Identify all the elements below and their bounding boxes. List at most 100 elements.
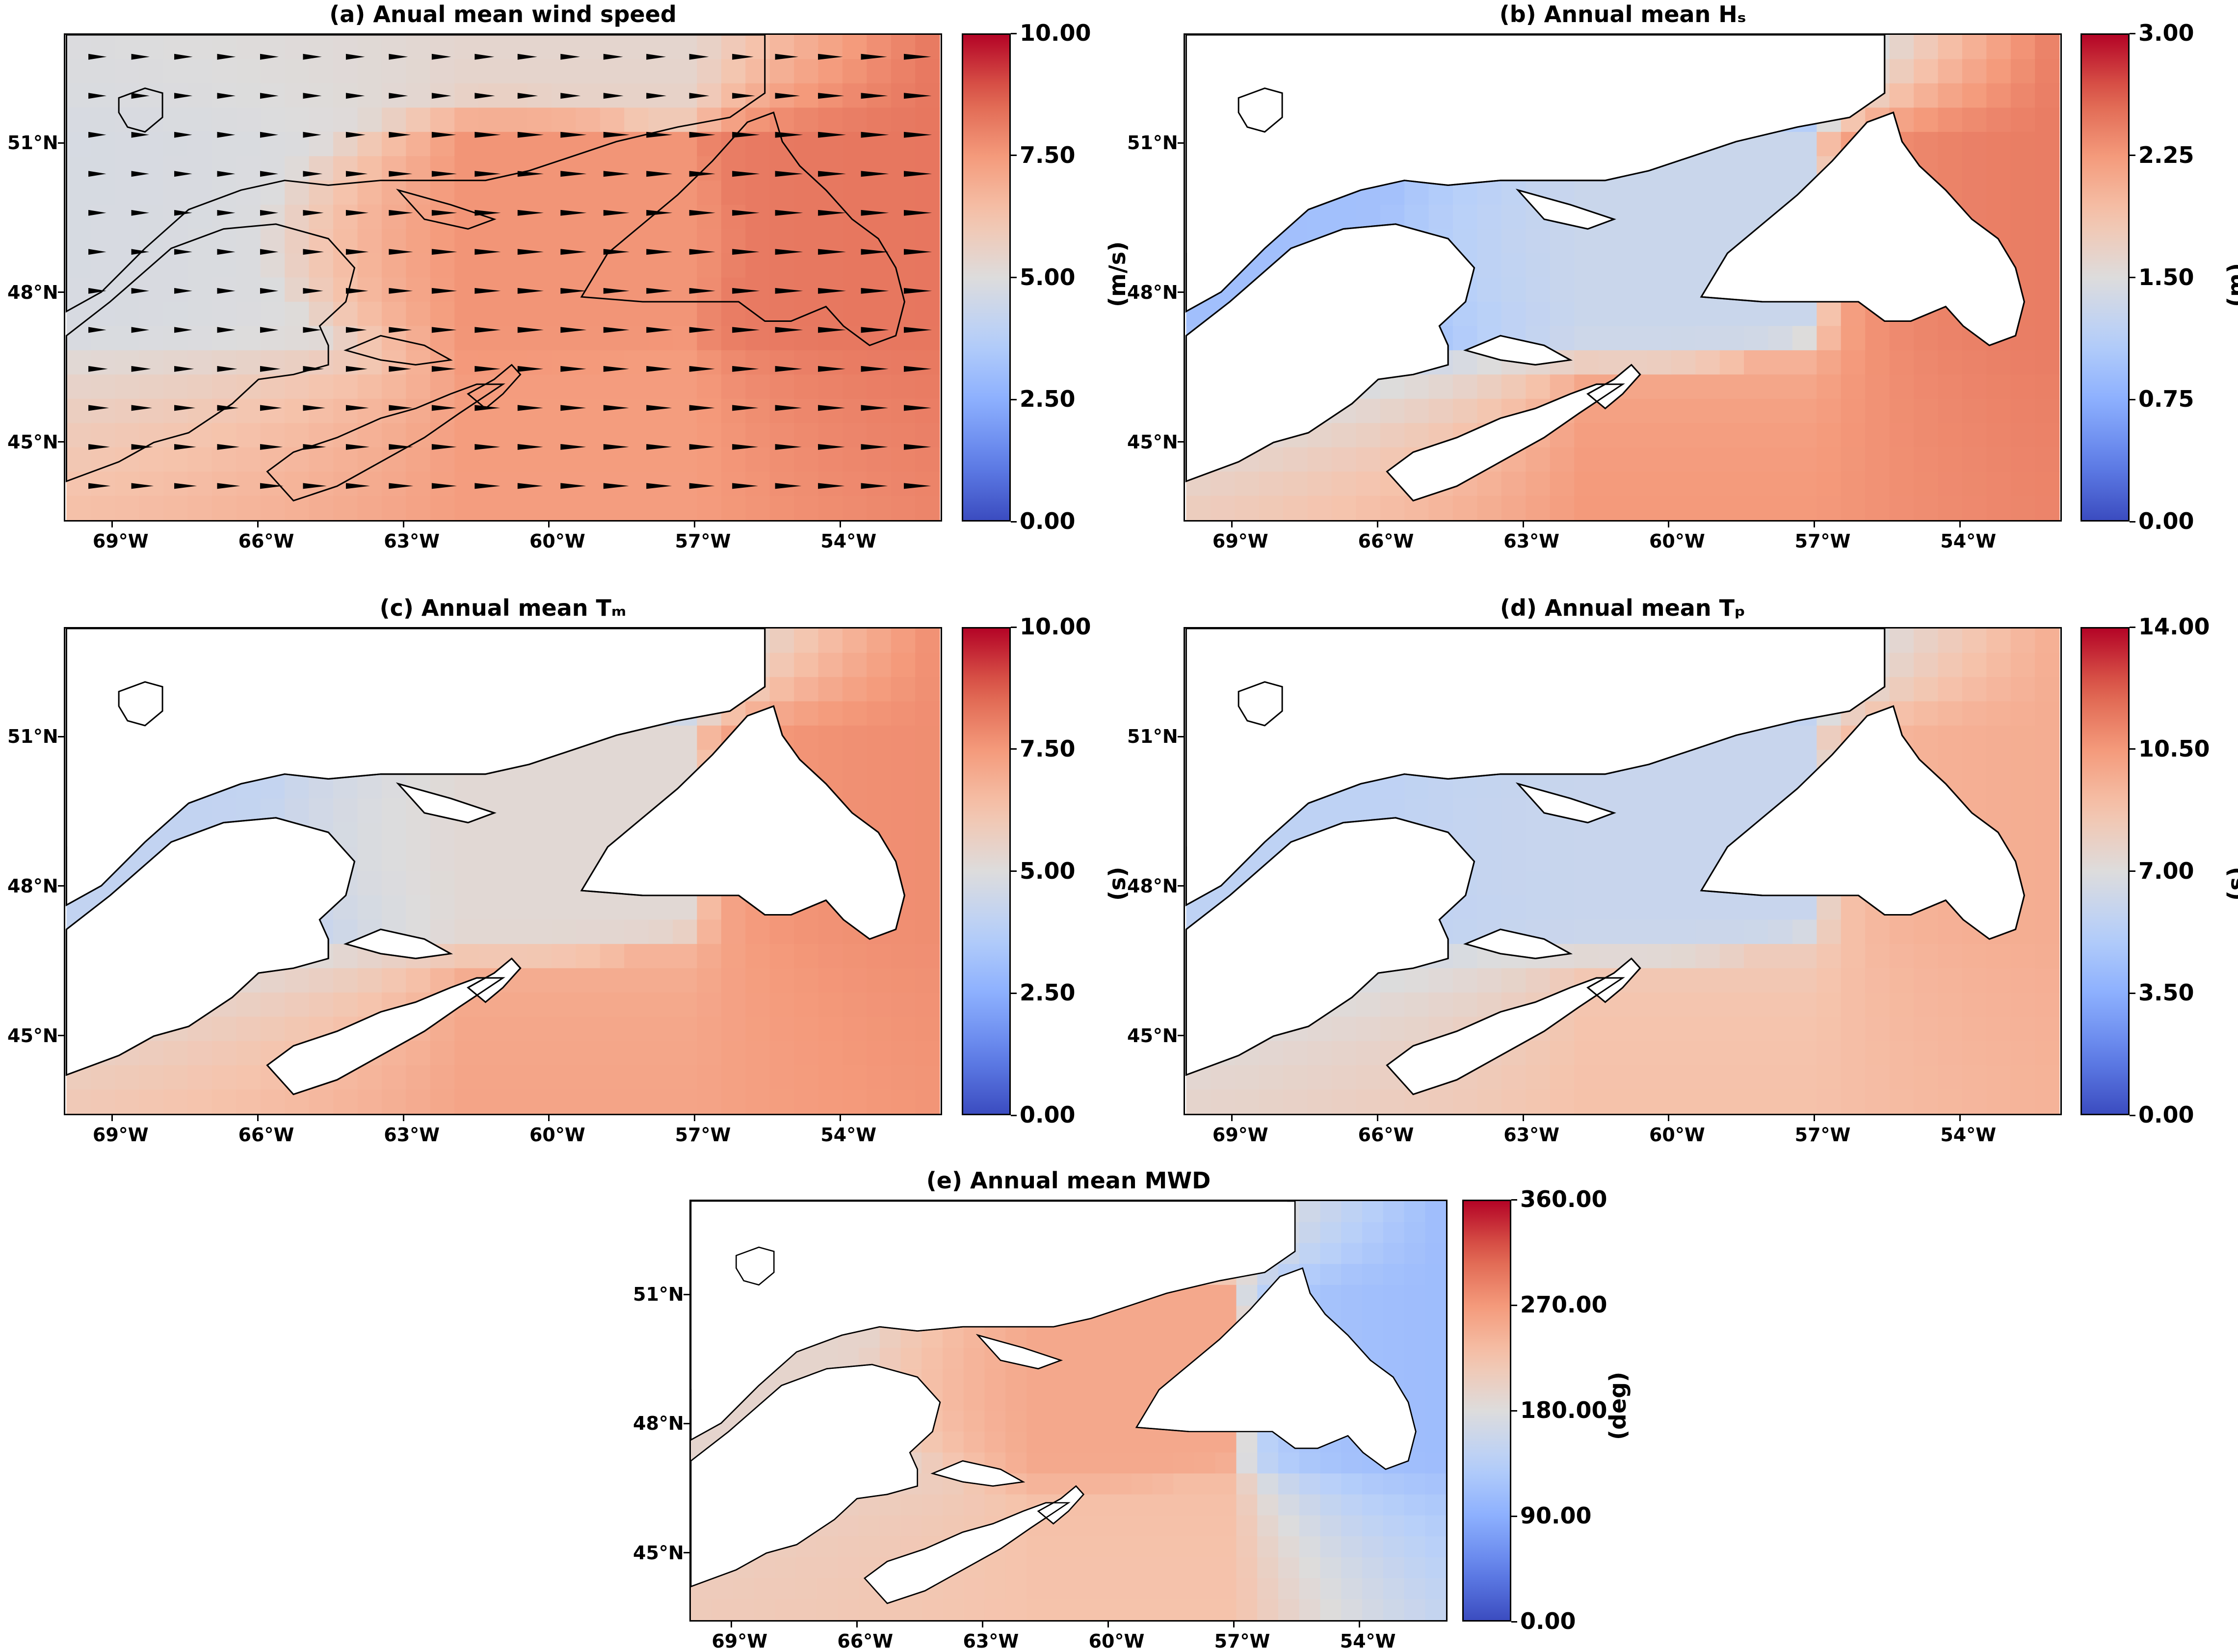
field-cell [66,35,91,60]
wind-arrow [217,171,236,177]
field-cell [1236,1536,1258,1558]
wind-arrow [431,131,456,138]
field-cell [1841,895,1866,920]
field-cell [2010,944,2036,969]
field-cell [1574,1089,1599,1114]
field-cell [1257,1557,1279,1579]
field-cell [90,423,116,448]
field-cell [115,374,140,399]
coastline-outline [467,957,522,1003]
field-cell [1526,301,1551,327]
wind-arrow [431,171,457,177]
field-cell [1404,1285,1426,1307]
field-cell [1744,423,1769,448]
field-cell [697,253,722,278]
field-cell [842,423,868,448]
field-cell [1236,1431,1258,1453]
field-cell [624,919,649,944]
field-cell [236,472,261,497]
field-cell [1501,1089,1527,1114]
lon-tick-label: 57°W [675,1124,731,1146]
field-cell [430,374,455,399]
field-cell [527,229,552,254]
field-cell [478,107,503,132]
field-cell [527,968,552,993]
field-cell [818,629,843,654]
field-cell [163,301,188,327]
field-cell [1623,301,1648,327]
field-cell [1320,1285,1342,1307]
field-cell [1962,1089,1987,1114]
wind-arrow [345,131,366,138]
field-cell [357,107,382,132]
field-cell [915,107,940,132]
field-cell [1719,1065,1745,1090]
wind-arrow [646,53,666,60]
field-cell [842,374,868,399]
wind-arrow [131,405,153,411]
field-cell [1671,496,1696,520]
field-cell [745,447,770,472]
field-cell [357,798,382,823]
field-cell [1501,847,1527,872]
field-cell [333,496,358,520]
field-cell [1962,156,1987,181]
field-cell [309,156,334,181]
field-cell [842,253,868,278]
field-cell [139,1065,164,1090]
field-cell [1215,1536,1237,1558]
field-cell [2035,277,2060,302]
wind-arrow [431,483,457,489]
field-cell [794,107,819,132]
field-cell [2035,1017,2060,1042]
field-cell [648,180,673,206]
wind-arrow [689,366,715,372]
field-cell [211,350,237,375]
field-cell [1027,1557,1048,1579]
field-cell [721,1065,746,1090]
field-cell [697,350,722,375]
field-cell [527,944,552,969]
field-cell [867,253,892,278]
field-cell [551,919,577,944]
land-mask [691,1201,1288,1390]
field-cell [309,350,334,375]
wind-arrow [603,93,624,99]
field-cell [1695,968,1720,993]
lon-tick-label: 57°W [675,530,731,552]
field-cell [1452,350,1478,375]
field-cell [1719,350,1745,375]
field-cell [406,83,431,108]
field-cell [236,253,261,278]
wind-arrow [861,444,888,450]
field-cell [1110,1599,1132,1620]
field-cell [260,229,286,254]
field-cell [1425,1327,1446,1348]
field-cell [1152,1578,1174,1600]
wind-arrow [646,288,673,294]
field-cell [260,447,286,472]
field-cell [2035,131,2060,157]
wind-arrow [904,93,932,99]
field-cell [1550,301,1575,327]
field-cell [551,944,577,969]
field-cell [357,822,382,848]
wind-arrow [775,405,802,411]
field-cell [1089,1347,1111,1369]
field-cell [600,1065,625,1090]
field-cell [1501,277,1527,302]
field-cell [1792,1089,1817,1114]
colorbar-tick-label: 90.00 [1520,1502,1592,1529]
field-cell [1215,1306,1237,1328]
field-cell [503,374,528,399]
lat-tick-label: 45°N [7,431,58,453]
wind-arrow [131,366,151,372]
field-cell [879,1515,901,1537]
wind-arrow [775,249,803,255]
field-cell [648,107,673,132]
field-cell [1307,1065,1332,1090]
field-cell [697,496,722,520]
field-cell [1452,992,1478,1018]
field-cell [1671,350,1696,375]
colorbar-tick-mark [1511,1304,1517,1306]
